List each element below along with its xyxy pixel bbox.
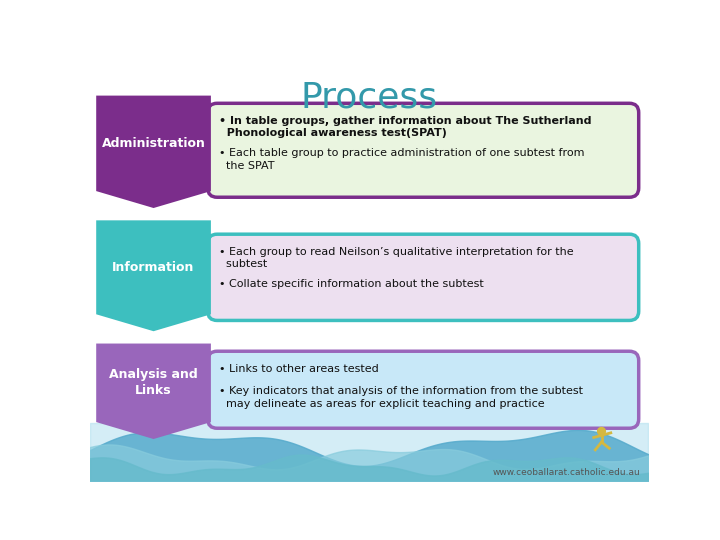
FancyBboxPatch shape xyxy=(208,234,639,320)
Text: www.ceoballarat.catholic.edu.au: www.ceoballarat.catholic.edu.au xyxy=(492,468,640,477)
Polygon shape xyxy=(96,220,211,331)
Text: • Collate specific information about the subtest: • Collate specific information about the… xyxy=(219,279,483,289)
Polygon shape xyxy=(96,96,211,208)
FancyBboxPatch shape xyxy=(208,103,639,197)
Text: • Links to other areas tested: • Links to other areas tested xyxy=(219,363,379,374)
FancyBboxPatch shape xyxy=(208,351,639,428)
Polygon shape xyxy=(96,343,211,439)
Text: • In table groups, gather information about The Sutherland
  Phonological awaren: • In table groups, gather information ab… xyxy=(219,116,591,138)
Circle shape xyxy=(598,428,606,435)
Text: • Each table group to practice administration of one subtest from
  the SPAT: • Each table group to practice administr… xyxy=(219,148,584,171)
Text: • Key indicators that analysis of the information from the subtest
  may delinea: • Key indicators that analysis of the in… xyxy=(219,386,582,409)
Text: Information: Information xyxy=(112,261,194,274)
Text: Process: Process xyxy=(300,80,438,114)
Text: • Each group to read Neilson’s qualitative interpretation for the
  subtest: • Each group to read Neilson’s qualitati… xyxy=(219,247,573,269)
Text: Administration: Administration xyxy=(102,137,205,150)
Text: Analysis and
Links: Analysis and Links xyxy=(109,368,198,397)
